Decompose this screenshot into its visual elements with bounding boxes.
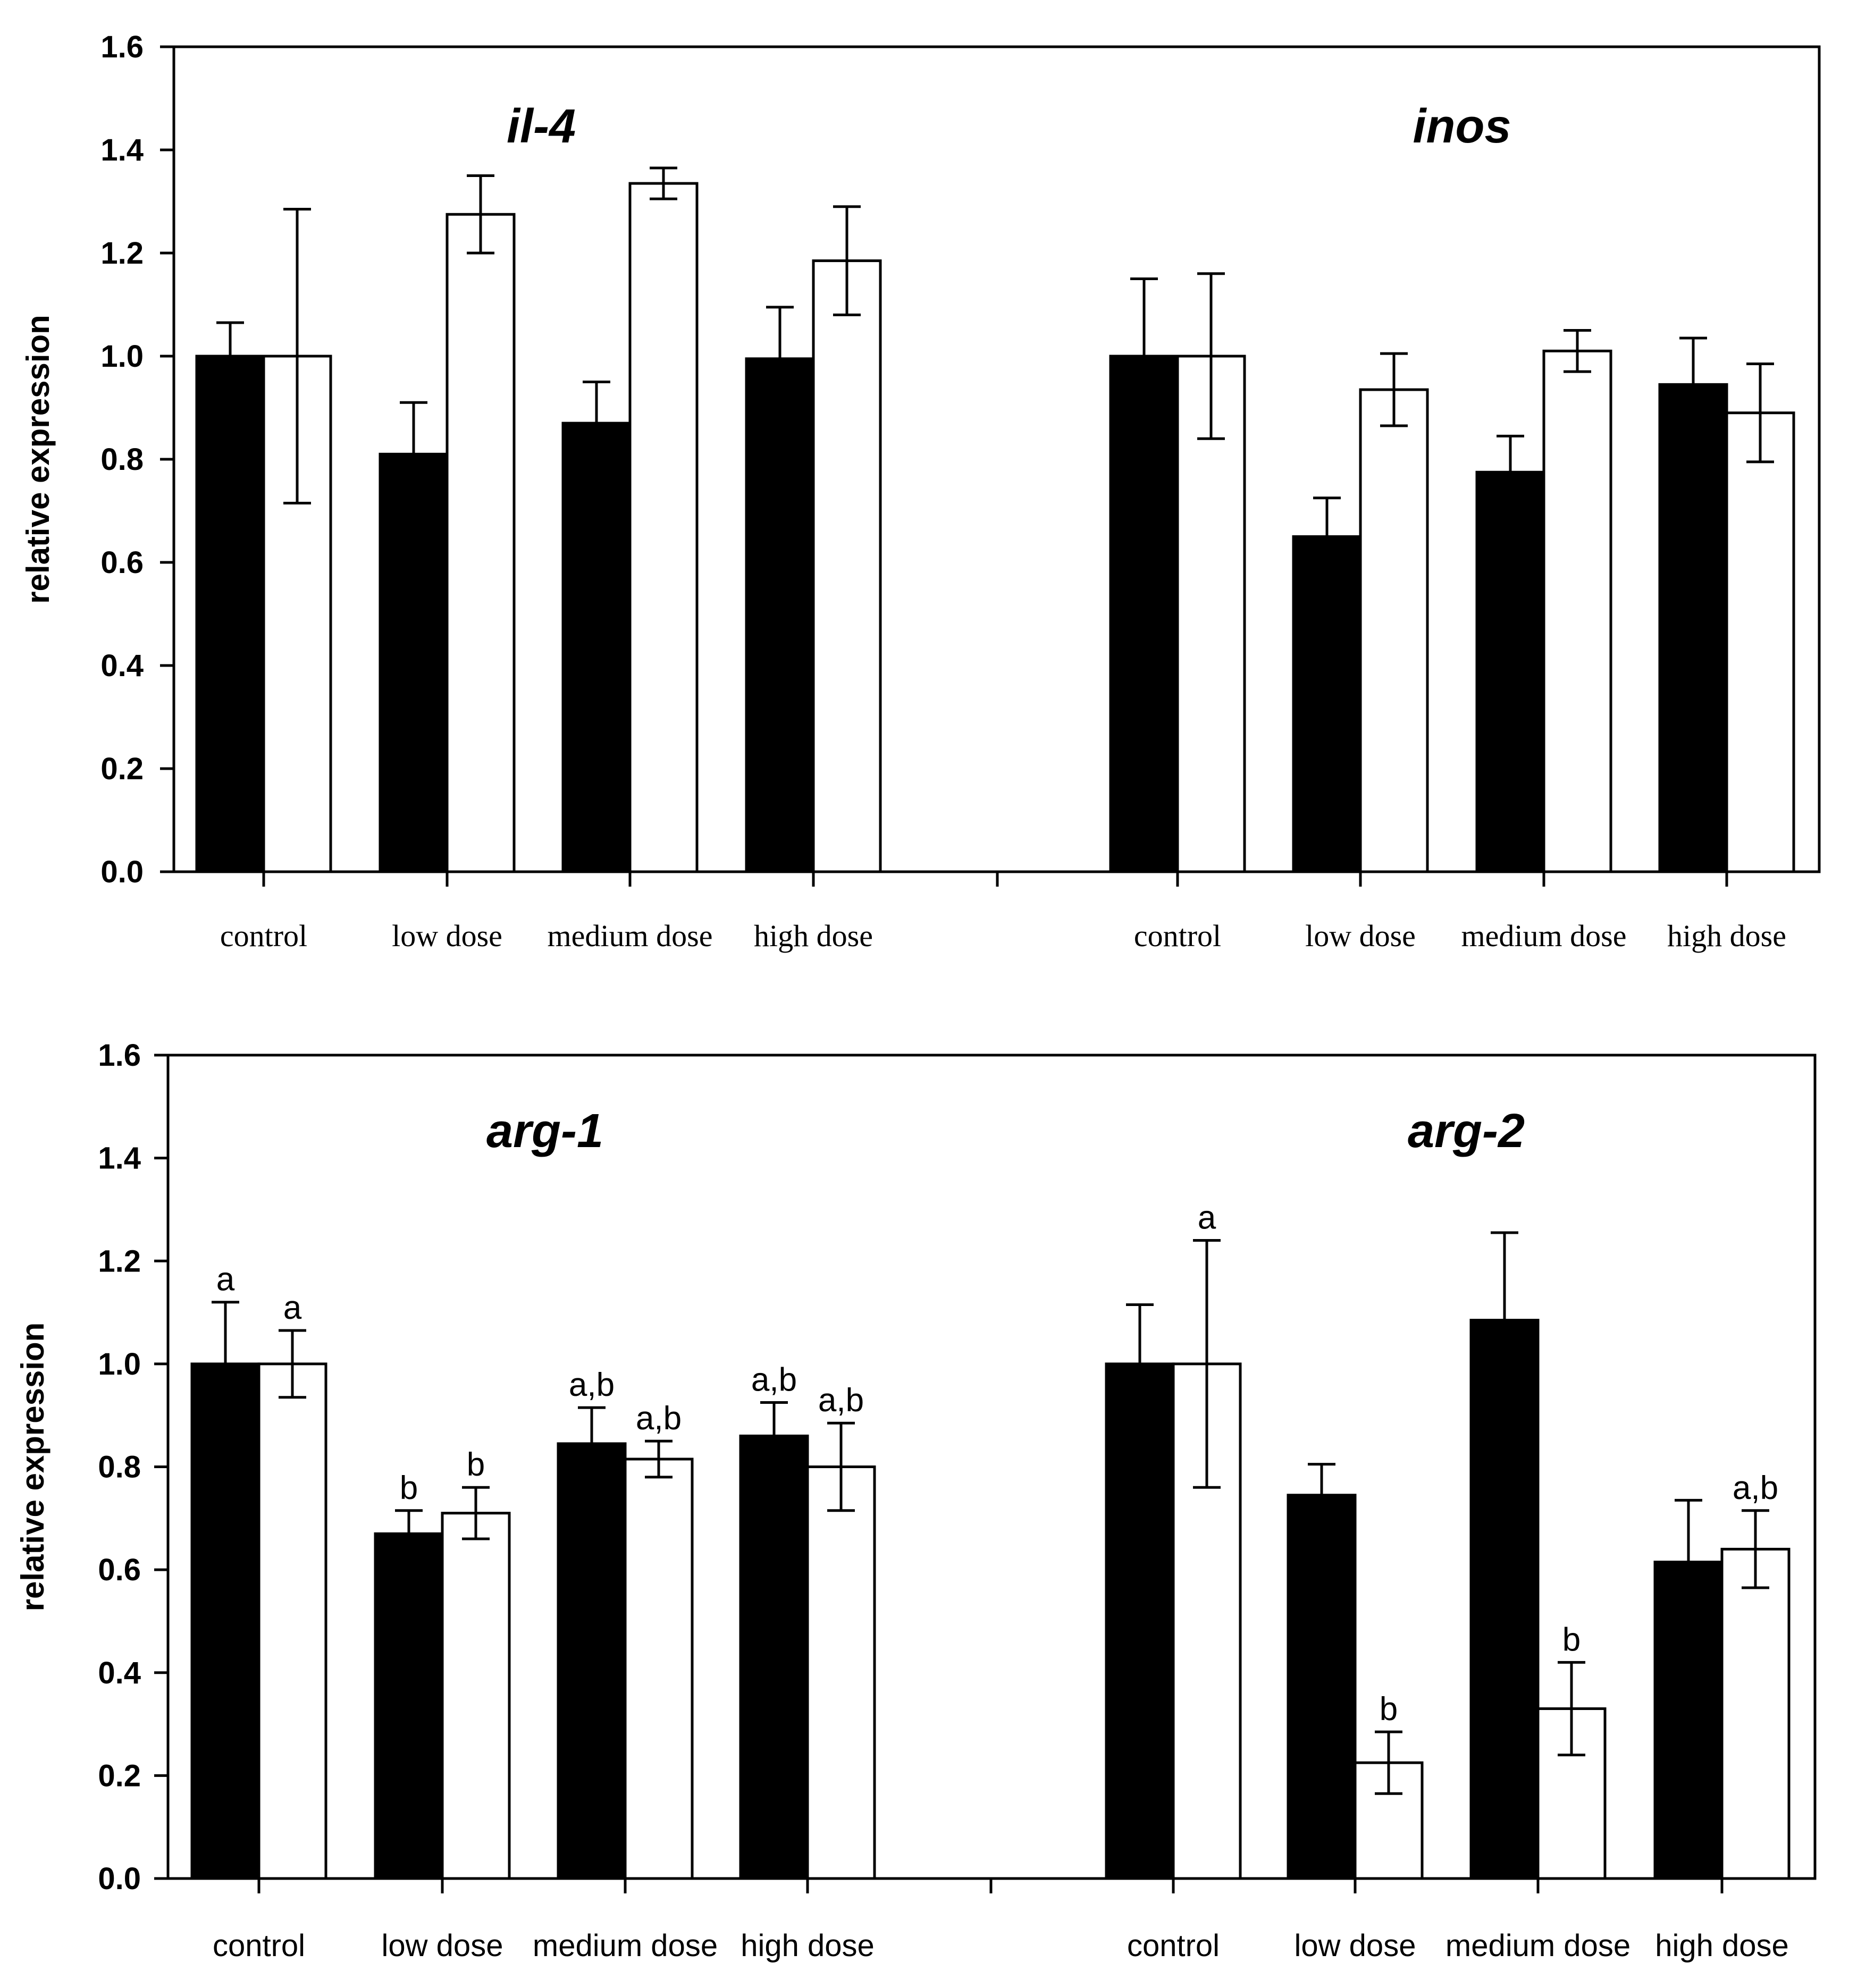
y-tick-label: 0.2 <box>100 752 144 786</box>
category-label: control <box>220 919 307 953</box>
gene-title: inos <box>1413 100 1511 153</box>
significance-label: a,b <box>751 1361 797 1398</box>
category-label: medium dose <box>533 1928 718 1963</box>
category-label: low dose <box>382 1928 503 1963</box>
y-tick-label: 1.6 <box>100 30 144 64</box>
y-tick-label: 0.2 <box>98 1758 141 1793</box>
bar-filled-il-4-low-dose <box>379 452 449 873</box>
bar-open-arg-1-low-dose <box>441 1512 511 1880</box>
bar-open-il-4-low-dose <box>446 213 516 873</box>
bar-filled-arg-1-control <box>190 1362 260 1880</box>
gene-title: arg-1 <box>486 1105 603 1158</box>
category-label: low dose <box>392 919 502 953</box>
category-label: control <box>1127 1928 1220 1963</box>
bar-open-inos-high-dose <box>1725 411 1795 873</box>
y-tick-label: 0.6 <box>98 1553 141 1587</box>
bar-open-inos-low-dose <box>1359 388 1429 873</box>
significance-label: a <box>1198 1200 1216 1236</box>
bar-open-arg-1-high-dose <box>806 1465 876 1880</box>
bar-filled-inos-medium-dose <box>1475 470 1545 873</box>
y-tick-label: 0.8 <box>98 1450 141 1485</box>
bar-open-inos-control <box>1176 355 1246 873</box>
bar-open-inos-medium-dose <box>1542 349 1612 873</box>
category-label: low dose <box>1305 919 1416 953</box>
y-tick-label: 0.4 <box>100 648 144 683</box>
significance-label: a,b <box>636 1400 682 1437</box>
category-label: high dose <box>1655 1928 1789 1963</box>
category-label: medium dose <box>1461 919 1627 953</box>
significance-label: a,b <box>818 1382 864 1419</box>
y-tick-label: 0.4 <box>98 1656 141 1690</box>
bar-filled-il-4-medium-dose <box>561 422 632 873</box>
category-label: high dose <box>741 1928 875 1963</box>
significance-label: b <box>1562 1621 1581 1658</box>
y-tick-label: 1.2 <box>100 236 144 271</box>
significance-label: b <box>1380 1691 1398 1728</box>
bar-filled-inos-control <box>1109 355 1179 873</box>
category-label: high dose <box>1667 919 1786 953</box>
bar-open-arg-2-high-dose <box>1720 1547 1791 1880</box>
bar-open-arg-1-control <box>257 1362 327 1880</box>
y-tick-label: 1.0 <box>98 1347 141 1382</box>
significance-label: a <box>216 1261 235 1298</box>
category-label: medium dose <box>1445 1928 1631 1963</box>
category-label: control <box>213 1928 305 1963</box>
panel-2: 0.0 0.2 0.4 0.6 0.8 1.0 1.2 1.4 1.6 relative expr… <box>15 1038 1817 1963</box>
y-tick-label: 1.0 <box>100 339 144 374</box>
bar-filled-arg-1-medium-dose <box>557 1442 627 1880</box>
bar-filled-arg-2-control <box>1105 1362 1175 1880</box>
y-tick-label: 0.0 <box>100 855 144 889</box>
y-tick-label: 1.4 <box>100 133 144 167</box>
gene-title: arg-2 <box>1408 1105 1525 1158</box>
significance-label: a,b <box>1733 1470 1778 1506</box>
bar-filled-il-4-high-dose <box>745 357 815 873</box>
y-axis-label: relative expression <box>15 1322 51 1612</box>
y-tick-label: 0.8 <box>100 442 144 477</box>
y-tick-label: 0.0 <box>98 1861 141 1896</box>
bar-filled-arg-1-low-dose <box>374 1532 444 1880</box>
bar-filled-inos-low-dose <box>1292 535 1362 873</box>
panel-1: 0.0 0.2 0.4 0.6 0.8 1.0 1.2 1.4 1.6 relative expr… <box>20 30 1821 953</box>
bar-filled-arg-2-low-dose <box>1287 1494 1357 1880</box>
category-label: low dose <box>1295 1928 1416 1963</box>
y-tick-label: 1.6 <box>98 1038 141 1073</box>
significance-label: b <box>467 1446 485 1483</box>
y-tick-label: 1.4 <box>98 1141 141 1176</box>
significance-label: a <box>283 1290 302 1326</box>
bar-filled-arg-1-high-dose <box>739 1434 809 1880</box>
bar-open-arg-1-medium-dose <box>624 1458 694 1880</box>
significance-label: b <box>400 1470 418 1506</box>
gene-title: il-4 <box>507 100 576 153</box>
category-label: medium dose <box>548 919 713 953</box>
bar-open-il-4-medium-dose <box>628 182 699 873</box>
significance-label: a,b <box>569 1367 615 1403</box>
bar-open-il-4-high-dose <box>812 259 882 873</box>
category-label: control <box>1134 919 1221 953</box>
category-label: high dose <box>754 919 873 953</box>
y-axis-label: relative expression <box>20 315 56 604</box>
y-tick-label: 1.2 <box>98 1244 141 1278</box>
bar-filled-inos-high-dose <box>1658 383 1728 873</box>
y-tick-label: 0.6 <box>100 545 144 580</box>
bar-filled-il-4-control <box>195 355 265 873</box>
